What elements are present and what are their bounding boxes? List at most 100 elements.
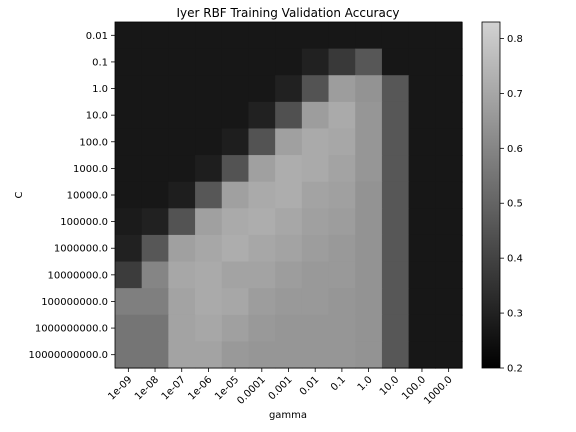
heatmap-cell	[168, 314, 196, 342]
heatmap-cell	[248, 234, 276, 263]
heatmap-cell	[328, 128, 356, 156]
y-tick-label: 10000000000.0	[28, 350, 108, 361]
heatmap-cell	[275, 128, 303, 156]
heatmap-cell	[301, 48, 330, 76]
x-tick-label: 1e-06	[186, 374, 214, 402]
heatmap-cell	[248, 22, 276, 50]
heatmap-cell	[275, 314, 303, 342]
heatmap-cell	[168, 22, 196, 50]
heatmap-cell	[408, 288, 436, 316]
heatmap-cell	[381, 48, 410, 76]
heatmap-cell	[141, 101, 169, 130]
heatmap-cell	[328, 314, 356, 342]
heatmap-cell	[381, 75, 410, 103]
heatmap-cell	[221, 314, 250, 342]
colorbar-tick-label: 0.5	[507, 199, 523, 210]
heatmap-cell	[248, 314, 276, 342]
heatmap-cell	[195, 288, 223, 316]
heatmap-cell	[168, 208, 196, 236]
heatmap-cell	[301, 101, 330, 130]
heatmap-cell	[141, 208, 169, 236]
heatmap-cell	[408, 101, 436, 130]
heatmap-cell	[301, 75, 330, 103]
heatmap-cell	[168, 181, 196, 209]
heatmap-cell	[221, 128, 250, 156]
heatmap-cell	[115, 341, 143, 369]
heatmap-cell	[435, 48, 463, 76]
colorbar-tick-label: 0.3	[507, 309, 523, 320]
heatmap-cell	[248, 101, 276, 130]
colorbar-tick-label: 0.2	[507, 364, 523, 375]
colorbar-tick-label: 0.8	[507, 34, 523, 45]
colorbar-tick-labels: 0.2 0.3 0.4 0.5 0.6 0.7 0.8	[500, 34, 523, 375]
heatmap-cell	[248, 181, 276, 209]
heatmap-cell	[141, 341, 169, 369]
heatmap-cell	[408, 341, 436, 369]
colorbar-tick-label: 0.4	[507, 254, 523, 265]
heatmap-cell	[408, 234, 436, 263]
heatmap-cell	[328, 261, 356, 289]
y-tick-label: 10000.0	[67, 191, 108, 202]
y-tick-label: 1.0	[92, 84, 108, 95]
heatmap-cells	[115, 22, 463, 369]
heatmap-cell	[275, 48, 303, 76]
heatmap-cell	[355, 341, 383, 369]
y-tick-label: 100.0	[79, 137, 108, 148]
heatmap-cell	[195, 234, 223, 263]
heatmap-cell	[221, 261, 250, 289]
heatmap-cell	[355, 314, 383, 342]
heatmap-cell	[408, 22, 436, 50]
heatmap-cell	[248, 288, 276, 316]
heatmap-cell	[328, 22, 356, 50]
heatmap-cell	[248, 208, 276, 236]
heatmap-cell	[141, 155, 169, 183]
heatmap-cell	[275, 208, 303, 236]
y-tick-label: 1000000.0	[54, 244, 108, 255]
heatmap-cell	[408, 48, 436, 76]
heatmap-cell	[275, 22, 303, 50]
heatmap-cell	[355, 75, 383, 103]
heatmap-cell	[381, 234, 410, 263]
heatmap-cell	[275, 181, 303, 209]
heatmap-cell	[195, 128, 223, 156]
heatmap-cell	[168, 128, 196, 156]
heatmap-cell	[195, 208, 223, 236]
heatmap-cell	[141, 22, 169, 50]
heatmap-cell	[115, 234, 143, 263]
heatmap-cell	[408, 208, 436, 236]
heatmap-cell	[301, 22, 330, 50]
heatmap-cell	[381, 314, 410, 342]
heatmap-cell	[435, 314, 463, 342]
heatmap-cell	[221, 75, 250, 103]
heatmap-cell	[381, 128, 410, 156]
heatmap-cell	[408, 128, 436, 156]
heatmap-cell	[168, 101, 196, 130]
heatmap-cell	[195, 314, 223, 342]
heatmap-cell	[168, 288, 196, 316]
heatmap-cell	[168, 341, 196, 369]
x-tick-label: 1e-09	[106, 374, 134, 402]
heatmap-cell	[221, 208, 250, 236]
chart-title: Iyer RBF Training Validation Accuracy	[176, 6, 399, 20]
heatmap-cell	[248, 261, 276, 289]
heatmap-cell	[381, 155, 410, 183]
x-tick-label: 0.0001	[235, 374, 268, 407]
heatmap-cell	[328, 288, 356, 316]
heatmap-cell	[275, 155, 303, 183]
heatmap-cell	[141, 314, 169, 342]
heatmap-cell	[435, 128, 463, 156]
x-tick-label: 1e-07	[160, 374, 188, 402]
x-axis-label: gamma	[269, 410, 307, 421]
heatmap-cell	[221, 288, 250, 316]
heatmap-cell	[221, 22, 250, 50]
heatmap-cell	[248, 341, 276, 369]
heatmap-cell	[275, 261, 303, 289]
heatmap-cell	[141, 75, 169, 103]
y-tick-label: 10.0	[86, 111, 108, 122]
heatmap-cell	[355, 208, 383, 236]
heatmap-cell	[408, 155, 436, 183]
heatmap-cell	[328, 181, 356, 209]
heatmap-cell	[115, 48, 143, 76]
